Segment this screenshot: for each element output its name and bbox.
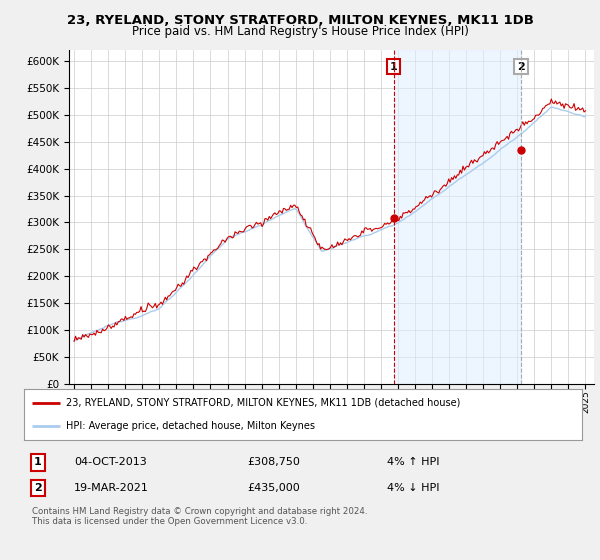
Text: 23, RYELAND, STONY STRATFORD, MILTON KEYNES, MK11 1DB (detached house): 23, RYELAND, STONY STRATFORD, MILTON KEY… (66, 398, 460, 408)
Text: £435,000: £435,000 (247, 483, 300, 493)
Text: Contains HM Land Registry data © Crown copyright and database right 2024.
This d: Contains HM Land Registry data © Crown c… (32, 507, 368, 526)
Text: 4% ↑ HPI: 4% ↑ HPI (387, 458, 439, 468)
Bar (394, 50, 521, 384)
Text: Price paid vs. HM Land Registry's House Price Index (HPI): Price paid vs. HM Land Registry's House … (131, 25, 469, 38)
Text: 23, RYELAND, STONY STRATFORD, MILTON KEYNES, MK11 1DB: 23, RYELAND, STONY STRATFORD, MILTON KEY… (67, 14, 533, 27)
Text: 04-OCT-2013: 04-OCT-2013 (74, 458, 147, 468)
Text: 2: 2 (34, 483, 42, 493)
Text: 4% ↓ HPI: 4% ↓ HPI (387, 483, 439, 493)
Text: HPI: Average price, detached house, Milton Keynes: HPI: Average price, detached house, Milt… (66, 421, 315, 431)
Text: £308,750: £308,750 (247, 458, 300, 468)
Text: 19-MAR-2021: 19-MAR-2021 (74, 483, 149, 493)
Text: 1: 1 (34, 458, 42, 468)
Text: 1: 1 (390, 62, 398, 72)
Text: 2: 2 (517, 62, 525, 72)
